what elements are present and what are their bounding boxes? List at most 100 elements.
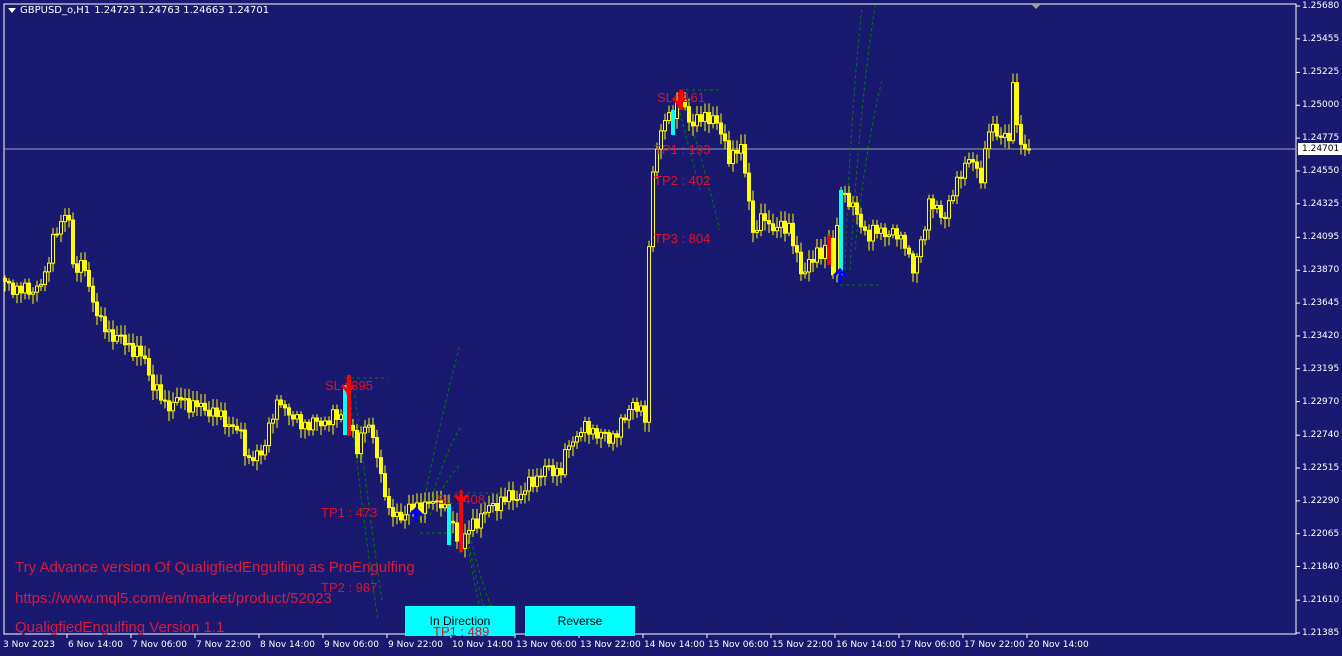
candle-body — [983, 148, 987, 184]
ohlc-values: 1.24723 1.24763 1.24663 1.24701 — [94, 5, 270, 16]
y-tick-label: 1.25680 — [1302, 1, 1340, 11]
x-axis — [66, 634, 1028, 638]
candle-body — [31, 291, 35, 295]
candle-body — [191, 400, 195, 413]
candle-body — [479, 513, 483, 529]
candle-body — [795, 245, 799, 253]
y-axis — [1296, 5, 1300, 634]
chart-shift-marker[interactable] — [1031, 4, 1041, 9]
y-tick-label: 1.23195 — [1302, 363, 1340, 374]
candle-body — [579, 431, 583, 437]
candle-body — [111, 329, 115, 342]
candle-body — [935, 204, 939, 210]
symbol-label: GBPUSD_o,H1 — [20, 5, 91, 16]
candle-body — [171, 401, 175, 412]
candle-body — [691, 121, 695, 127]
candles — [3, 73, 1031, 558]
x-tick-label: 9 Nov 06:00 — [324, 640, 379, 650]
candle-body — [223, 410, 227, 427]
candle-body — [631, 402, 635, 410]
candle-body — [979, 167, 983, 184]
candle-body — [395, 511, 399, 517]
candle-body — [19, 285, 23, 294]
bull-signal-candle — [839, 189, 843, 276]
candle-body — [511, 490, 515, 501]
candle-body — [1027, 148, 1031, 151]
candle-body — [279, 399, 283, 406]
bull-signal-candle — [343, 384, 347, 436]
candle-body — [851, 202, 855, 208]
candle-body — [1003, 132, 1007, 138]
candle-body — [651, 171, 655, 248]
candle-body — [475, 518, 479, 529]
candle-body — [331, 409, 335, 426]
candle-body — [15, 285, 19, 295]
candle-body — [115, 335, 119, 342]
candle-body — [67, 214, 71, 221]
candle-body — [183, 398, 187, 401]
candle-body — [887, 234, 891, 237]
candle-body — [923, 229, 927, 241]
candle-body — [499, 496, 503, 512]
target-lines — [345, 5, 883, 631]
candle-body — [875, 224, 879, 234]
candle-body — [11, 282, 15, 295]
candle-body — [427, 501, 431, 504]
candle-body — [687, 106, 691, 123]
y-tick-label: 1.23645 — [1302, 298, 1340, 309]
candle-body — [863, 226, 867, 231]
x-tick-label: 13 Nov 06:00 — [516, 640, 577, 650]
candle-body — [967, 159, 971, 164]
candle-body — [703, 112, 707, 122]
candle-body — [91, 285, 95, 303]
in-direction-button[interactable]: In Direction — [405, 606, 515, 636]
collapse-triangle-icon[interactable] — [8, 8, 16, 13]
candle-body — [911, 253, 915, 274]
candle-body — [359, 432, 363, 455]
candle-body — [1015, 82, 1019, 126]
candle-body — [963, 162, 967, 179]
version-label: QualigfiedEngulfing Version 1.1 — [15, 619, 225, 636]
candle-body — [767, 219, 771, 225]
chart-frame — [3, 3, 1297, 635]
x-tick-label: 14 Nov 14:00 — [644, 640, 705, 650]
candle-body — [915, 256, 919, 274]
candle-body — [895, 228, 899, 240]
candle-body — [791, 222, 795, 247]
candle-body — [75, 263, 79, 273]
candle-body — [51, 233, 55, 264]
candle-body — [771, 223, 775, 232]
candle-body — [251, 457, 255, 462]
take-profit-label: TP2 : 402 — [654, 173, 711, 188]
sell-arrow-icon — [671, 92, 687, 108]
candle-body — [1019, 124, 1023, 145]
candle-body — [515, 499, 519, 502]
candle-body — [779, 220, 783, 228]
y-tick-label: 1.23870 — [1302, 265, 1340, 276]
candle-body — [139, 345, 143, 357]
candle-body — [971, 159, 975, 163]
x-tick-label: 10 Nov 14:00 — [452, 640, 513, 650]
candle-body — [663, 120, 667, 132]
candle-body — [763, 213, 767, 221]
candle-body — [575, 435, 579, 443]
candle-body — [643, 405, 647, 423]
candle-body — [47, 262, 51, 273]
candle-body — [319, 420, 323, 427]
candle-body — [787, 222, 791, 234]
candle-body — [615, 433, 619, 438]
candle-body — [483, 511, 487, 515]
candle-body — [371, 424, 375, 439]
buy-arrow-icon — [832, 267, 848, 284]
chart-header: GBPUSD_o,H1 1.24723 1.24763 1.24663 1.24… — [8, 5, 269, 16]
reverse-button[interactable]: Reverse — [525, 606, 635, 636]
x-tick-label: 13 Nov 22:00 — [580, 640, 641, 650]
candle-body — [167, 400, 171, 412]
candle-body — [327, 420, 331, 426]
candle-body — [903, 234, 907, 249]
candle-body — [815, 247, 819, 263]
candle-body — [527, 476, 531, 492]
candle-body — [1011, 82, 1015, 142]
candle-body — [95, 301, 99, 317]
